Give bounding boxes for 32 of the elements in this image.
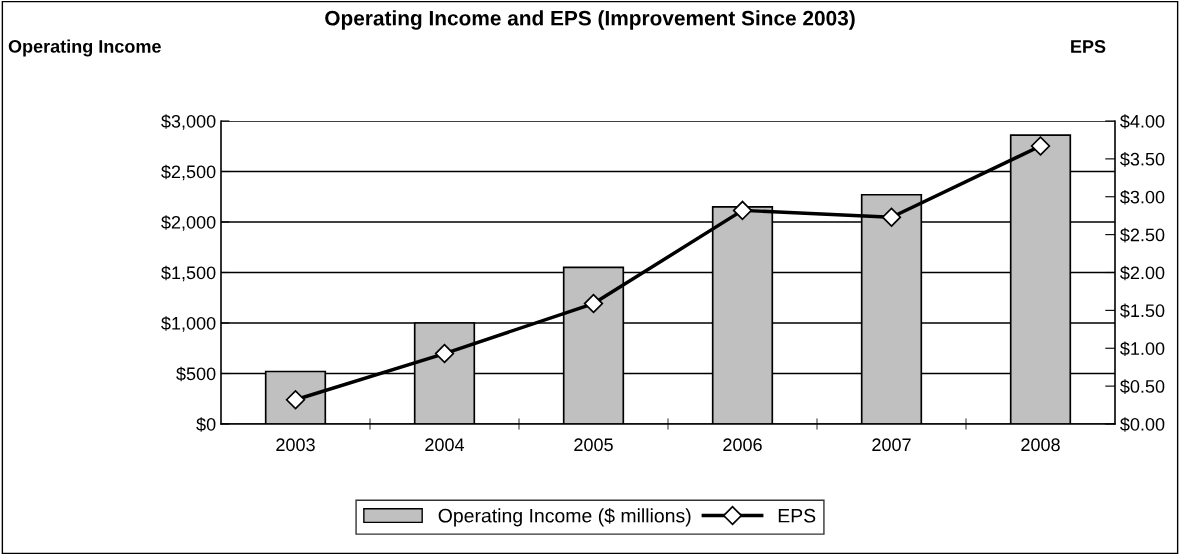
y2-tick-label: $1.50 (1120, 303, 1165, 319)
y-axis-title: Operating Income (8, 39, 161, 57)
y2-tick-label: $3.50 (1120, 152, 1165, 167)
y-tick-label: $1,000 (161, 316, 216, 332)
x-tick-label: 2006 (723, 438, 762, 452)
y2-tick-label: $2.50 (1120, 227, 1165, 243)
y-tick-label: $500 (176, 366, 216, 382)
point (1030, 136, 1051, 156)
y2-tick-label: $3.00 (1120, 189, 1165, 205)
y-tick-label: $2,000 (161, 215, 216, 231)
x-tick-label: 2004 (425, 438, 465, 452)
y2-tick-label: $2.00 (1120, 265, 1165, 281)
point (732, 200, 753, 221)
y2-axis-title: EPS (1071, 40, 1106, 53)
x-tick-label: 2005 (574, 438, 613, 452)
point (434, 343, 455, 364)
point (583, 293, 604, 314)
y2-tick-label: $1.00 (1120, 341, 1165, 357)
y-tick-label: $3,000 (161, 114, 216, 130)
y2-tick-label: $4.00 (1120, 114, 1165, 129)
x-tick-label: 2003 (276, 438, 315, 452)
y2-tick-label: $0.00 (1120, 417, 1165, 432)
x-tick-label: 2007 (872, 438, 911, 452)
y-tick-label: $0 (196, 417, 216, 432)
point (881, 207, 902, 227)
legend-label: EPS (778, 508, 816, 523)
y-tick-label: $1,500 (161, 265, 216, 282)
chart-title: Operating Income and EPS (Improvement Since 2003) (325, 10, 855, 30)
x-tick-label: 2008 (1021, 438, 1060, 452)
y-tick-label: $2,500 (161, 164, 216, 181)
y2-tick-label: $0.50 (1120, 379, 1165, 394)
legend-label: Operating Income ($ millions) (438, 507, 691, 527)
